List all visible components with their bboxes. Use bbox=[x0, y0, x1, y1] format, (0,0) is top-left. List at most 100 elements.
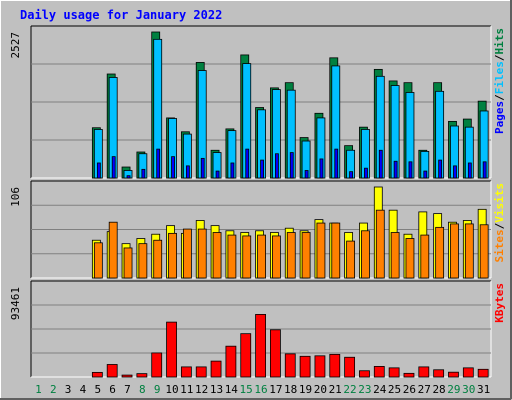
bar-kbytes-day-22 bbox=[344, 356, 356, 378]
x-tick-label-5: 5 bbox=[94, 383, 101, 396]
bar-sites-day-18 bbox=[286, 232, 296, 279]
legend-separator: / bbox=[493, 54, 506, 61]
bar-kbytes-day-28 bbox=[433, 369, 445, 378]
bar-sites-day-30 bbox=[464, 223, 474, 279]
x-tick-label-18: 18 bbox=[284, 383, 297, 396]
bar-pages-day-19 bbox=[304, 170, 309, 179]
x-tick-label-17: 17 bbox=[269, 383, 282, 396]
bar-sites-day-23 bbox=[361, 230, 370, 279]
x-tick-label-25: 25 bbox=[388, 383, 401, 396]
x-tick-label-3: 3 bbox=[65, 383, 72, 396]
legend-kbytes: KBytes bbox=[493, 283, 506, 323]
bar-sites-day-6 bbox=[108, 221, 118, 279]
x-tick-label-20: 20 bbox=[314, 383, 327, 396]
x-tick-label-22: 22 bbox=[343, 383, 356, 396]
bar-pages-day-16 bbox=[260, 159, 264, 179]
bar-pages-day-26 bbox=[408, 161, 413, 179]
bar-pages-day-24 bbox=[378, 149, 383, 179]
bar-kbytes-day-23 bbox=[359, 370, 370, 378]
bar-sites-day-22 bbox=[346, 240, 356, 279]
x-tick-label-28: 28 bbox=[432, 383, 445, 396]
x-tick-label-10: 10 bbox=[165, 383, 178, 396]
x-tick-label-12: 12 bbox=[195, 383, 208, 396]
bar-sites-day-13 bbox=[212, 232, 222, 279]
bar-kbytes-day-13 bbox=[210, 360, 222, 378]
legend-visits: Visits bbox=[493, 183, 506, 223]
bar-kbytes-day-18 bbox=[284, 353, 296, 378]
y-max-label: 93461 bbox=[9, 287, 22, 320]
x-tick-label-27: 27 bbox=[418, 383, 431, 396]
x-tick-label-19: 19 bbox=[299, 383, 312, 396]
bar-kbytes-day-27 bbox=[418, 366, 430, 378]
bar-sites-day-15 bbox=[242, 235, 252, 279]
bar-kbytes-day-31 bbox=[477, 368, 489, 378]
legend: KBytes bbox=[493, 283, 506, 323]
bar-sites-day-17 bbox=[272, 235, 281, 279]
bar-kbytes-day-14 bbox=[225, 345, 237, 378]
bar-kbytes-day-30 bbox=[462, 367, 474, 378]
legend-separator: / bbox=[493, 222, 506, 229]
bar-sites-day-9 bbox=[153, 239, 163, 279]
bar-kbytes-day-26 bbox=[403, 372, 415, 378]
bar-sites-day-11 bbox=[182, 228, 192, 279]
y-max-label: 106 bbox=[9, 187, 22, 207]
bar-pages-day-27 bbox=[423, 170, 428, 179]
bar-pages-day-20 bbox=[319, 158, 324, 179]
y-max-label: 2527 bbox=[9, 32, 22, 59]
bar-pages-day-15 bbox=[245, 148, 250, 179]
bar-pages-day-31 bbox=[482, 161, 487, 179]
bar-pages-day-11 bbox=[185, 165, 190, 179]
x-axis-labels: 1 2 3 4 5 6 7 8 9 10 11 12 13 14 15 16 17 18 19 20 21 22 23 24 2… bbox=[35, 383, 490, 396]
bar-sites-day-27 bbox=[420, 234, 430, 279]
bar-kbytes-day-21 bbox=[329, 353, 341, 378]
bar-kbytes-day-5 bbox=[91, 371, 103, 378]
x-tick-label-2: 2 bbox=[50, 383, 57, 396]
bar-sites-day-29 bbox=[450, 223, 459, 279]
bar-kbytes-day-20 bbox=[314, 355, 326, 378]
bar-pages-day-8 bbox=[141, 168, 146, 179]
bar-pages-day-29 bbox=[453, 165, 457, 179]
bar-pages-day-12 bbox=[200, 157, 205, 179]
x-tick-label-15: 15 bbox=[240, 383, 253, 396]
bar-kbytes-day-11 bbox=[180, 366, 192, 378]
x-tick-label-16: 16 bbox=[254, 383, 267, 396]
legend-sites: Sites bbox=[493, 229, 506, 262]
bar-sites-day-14 bbox=[227, 234, 237, 279]
legend-files: Files bbox=[493, 61, 506, 94]
bar-kbytes-day-29 bbox=[448, 371, 459, 378]
bar-sites-day-24 bbox=[375, 209, 385, 279]
bar-sites-day-8 bbox=[138, 243, 148, 279]
bar-kbytes-day-24 bbox=[373, 366, 385, 378]
bar-sites-day-25 bbox=[390, 232, 400, 279]
bar-sites-day-16 bbox=[257, 234, 266, 279]
bar-kbytes-day-8 bbox=[136, 373, 148, 378]
bar-pages-day-13 bbox=[215, 170, 220, 179]
x-tick-label-6: 6 bbox=[109, 383, 116, 396]
legend: Sites/Visits bbox=[493, 183, 506, 263]
x-tick-label-29: 29 bbox=[447, 383, 460, 396]
chart-title: Daily usage for January 2022 bbox=[20, 8, 222, 22]
x-tick-label-4: 4 bbox=[80, 383, 87, 396]
bar-kbytes-day-15 bbox=[240, 333, 252, 378]
bar-pages-day-30 bbox=[467, 162, 472, 179]
bar-pages-day-7 bbox=[126, 175, 131, 179]
bar-sites-day-12 bbox=[197, 228, 207, 279]
bar-kbytes-day-10 bbox=[166, 321, 177, 378]
bar-sites-day-19 bbox=[301, 232, 311, 279]
bar-sites-day-31 bbox=[479, 224, 489, 279]
bar-pages-day-25 bbox=[393, 160, 398, 179]
bar-pages-day-17 bbox=[275, 153, 279, 179]
bar-kbytes-day-12 bbox=[195, 366, 207, 378]
x-tick-label-24: 24 bbox=[373, 383, 387, 396]
panel-kbytes: 93461 KBytes bbox=[9, 280, 506, 378]
bar-sites-day-5 bbox=[93, 242, 103, 279]
x-tick-label-7: 7 bbox=[124, 383, 131, 396]
bar-pages-day-6 bbox=[111, 156, 116, 179]
x-tick-label-1: 1 bbox=[35, 383, 42, 396]
x-tick-label-23: 23 bbox=[358, 383, 371, 396]
bar-kbytes-day-25 bbox=[388, 367, 400, 378]
bar-pages-day-9 bbox=[156, 148, 161, 179]
x-tick-label-21: 21 bbox=[329, 383, 342, 396]
